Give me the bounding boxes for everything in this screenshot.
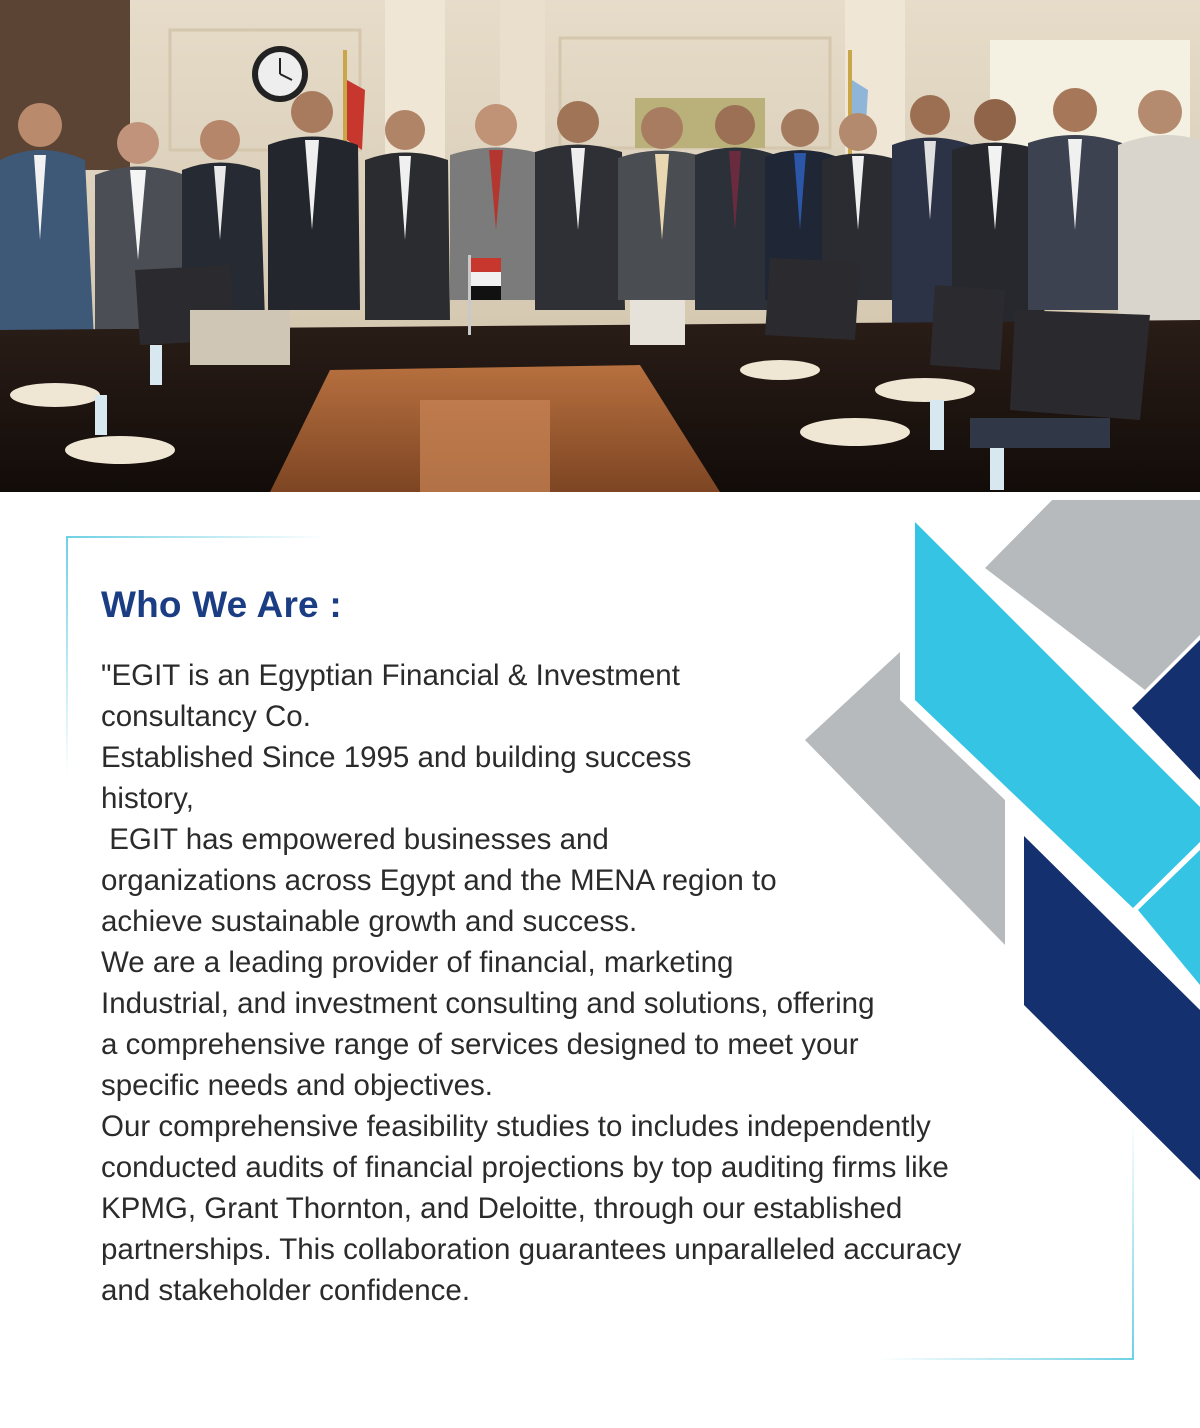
frame-line-right	[1132, 1120, 1134, 1360]
body-line: achieve sustainable growth and success.	[101, 905, 638, 938]
group-photo-icon	[0, 0, 1200, 492]
body-line: a comprehensive range of services design…	[101, 1028, 859, 1061]
body-line: and stakeholder confidence.	[101, 1274, 471, 1307]
body-line: "EGIT is an Egyptian Financial & Investm…	[101, 659, 680, 692]
header-photo	[0, 0, 1200, 492]
body-line: conducted audits of financial projection…	[101, 1151, 949, 1184]
cyan-shape-main	[915, 522, 1200, 908]
body-line: partnerships. This collaboration guarant…	[101, 1233, 962, 1266]
body-line: Our comprehensive feasibility studies to…	[101, 1110, 931, 1143]
body-line: history,	[101, 782, 194, 815]
body-line: specific needs and objectives.	[101, 1069, 493, 1102]
gray-shape-top	[985, 500, 1200, 690]
decorative-shapes	[805, 500, 1200, 1180]
body-line: We are a leading provider of financial, …	[101, 946, 734, 979]
body-line: KPMG, Grant Thornton, and Deloitte, thro…	[101, 1192, 903, 1225]
navy-shape-bottom	[1024, 836, 1200, 1180]
body-line: EGIT has empowered businesses and	[101, 823, 609, 856]
frame-line-left	[66, 536, 68, 776]
body-line: Industrial, and investment consulting an…	[101, 987, 875, 1020]
cyan-shape-small	[1138, 850, 1200, 985]
frame-line-bottom	[880, 1358, 1134, 1360]
body-line: organizations across Egypt and the MENA …	[101, 864, 777, 897]
section-heading: Who We Are :	[101, 584, 342, 625]
about-paragraph: "EGIT is an Egyptian Financial & Investm…	[101, 655, 1111, 1311]
frame-line-top	[66, 536, 326, 538]
gray-shape-left	[805, 652, 1005, 945]
body-line: Established Since 1995 and building succ…	[101, 741, 692, 774]
navy-shape-top	[1132, 640, 1200, 780]
body-line: consultancy Co.	[101, 700, 311, 733]
